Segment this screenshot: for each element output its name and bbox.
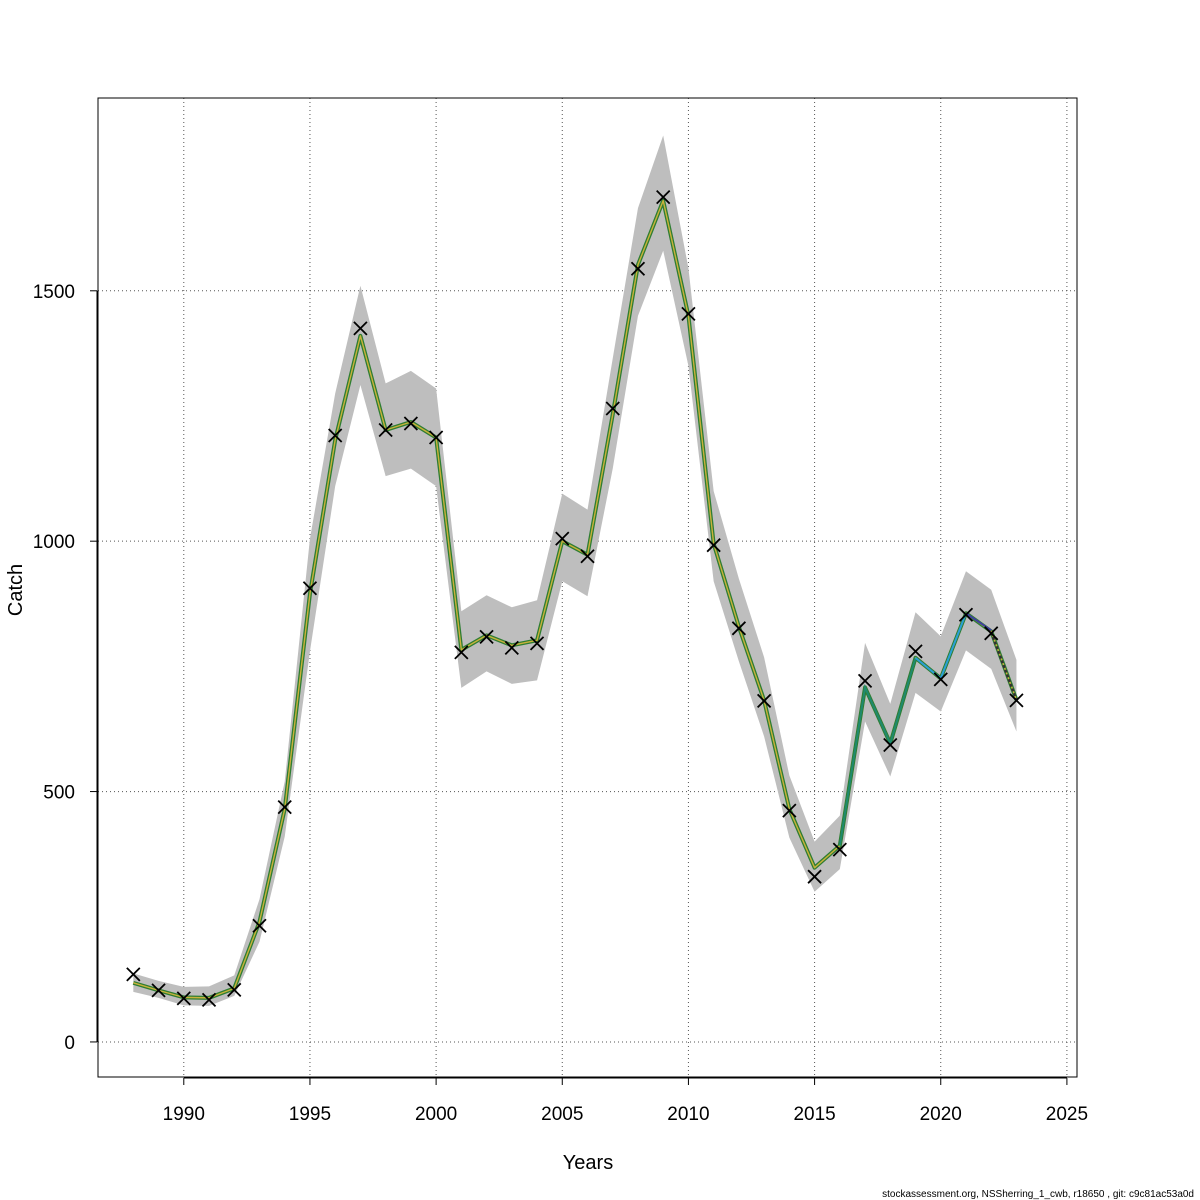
observed-point — [479, 629, 494, 644]
observed-point — [933, 672, 948, 687]
observed-point — [353, 321, 368, 336]
observed-point — [605, 401, 620, 416]
y-axis: 0 500 1000 1500 — [33, 282, 98, 1054]
observed-point — [681, 306, 696, 321]
observed-point — [302, 581, 318, 596]
observed-point — [883, 737, 898, 753]
x-tick-label: 2005 — [541, 1104, 583, 1125]
observed-point — [580, 549, 595, 564]
y-tick-label: 500 — [43, 783, 75, 804]
observed-point — [428, 430, 444, 445]
observed-point — [706, 538, 721, 553]
observed-point — [756, 693, 772, 709]
observed-point — [908, 644, 923, 659]
y-tick-label: 0 — [64, 1033, 75, 1054]
observed-point — [277, 799, 292, 815]
observed-point — [984, 626, 999, 641]
retro-segment-line — [838, 657, 917, 846]
y-tick-label: 1500 — [33, 282, 75, 303]
x-tick-label: 2025 — [1046, 1104, 1088, 1125]
x-tick-label: 2010 — [667, 1104, 709, 1125]
observed-point — [126, 967, 141, 982]
observed-point — [151, 983, 166, 998]
observed-point — [529, 636, 545, 651]
footer-text: stockassessment.org, NSSherring_1_cwb, r… — [882, 1189, 1194, 1200]
x-tick-label: 1995 — [289, 1104, 331, 1125]
observed-markers — [126, 190, 1024, 1008]
observed-point — [958, 607, 974, 622]
observed-point — [252, 918, 267, 933]
observed-point — [857, 673, 873, 689]
x-tick-label: 1990 — [163, 1104, 205, 1125]
retro-segment-line — [990, 631, 1018, 701]
x-tick-label: 2020 — [920, 1104, 962, 1125]
fitted-lines — [132, 198, 1019, 1000]
observed-point — [832, 842, 847, 857]
observed-point — [807, 869, 822, 884]
observed-point — [656, 190, 671, 205]
observed-point — [630, 261, 646, 276]
observed-point — [201, 992, 217, 1008]
observed-point — [176, 991, 191, 1006]
observed-point — [454, 645, 469, 660]
x-axis-title: Years — [563, 1152, 613, 1174]
confidence-band — [133, 135, 1017, 1006]
observed-point — [227, 982, 242, 998]
observed-point — [555, 531, 570, 546]
observed-point — [782, 803, 797, 818]
x-axis: 1990 1995 2000 2005 2010 2015 2020 2025 — [163, 1077, 1088, 1125]
x-tick-label: 2000 — [415, 1104, 457, 1125]
x-tick-label: 2015 — [793, 1104, 835, 1125]
y-tick-label: 1000 — [33, 532, 75, 553]
y-axis-title: Catch — [5, 564, 27, 616]
observed-point — [731, 621, 747, 636]
plot-frame — [97, 97, 1078, 1078]
observed-point — [328, 428, 343, 443]
observed-point — [504, 640, 519, 655]
observed-point — [1009, 693, 1024, 708]
retro-segment-line — [965, 612, 992, 632]
observed-point — [378, 422, 393, 438]
observed-point — [403, 416, 419, 431]
